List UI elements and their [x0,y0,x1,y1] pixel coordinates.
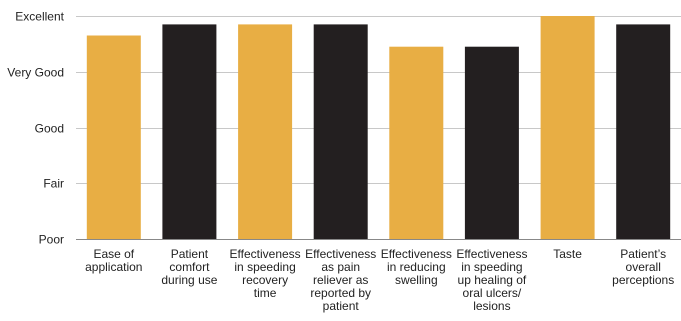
x-category-label-line: Patient [171,247,209,261]
x-category-label-line: Taste [553,247,582,261]
x-category-label-line: Effectiveness [381,247,452,261]
x-category-label-line: up healing of [458,273,527,287]
x-category-label-line: in reducing [387,260,446,274]
x-category-label-line: swelling [395,273,438,287]
x-category-label-line: Effectiveness [456,247,527,261]
y-tick-label: Good [35,122,64,136]
bar [616,24,671,240]
bar [464,46,519,240]
x-category-label: Effectiveness in speeding recovery time [230,247,301,300]
bars [86,16,671,240]
y-axis-tick-labels: Poor Fair Good Very Good Excellent [7,10,64,247]
x-category-label-line: comfort [169,260,210,274]
x-category-label-line: Effectiveness [230,247,301,261]
x-category-label: Effectiveness in reducing swelling [381,247,452,287]
x-category-label-line: Patient’s [620,247,666,261]
x-category-label-line: in speeding [234,260,295,274]
x-axis-category-labels: Ease of application Patient comfort during u… [85,247,674,313]
x-category-label-line: during use [161,273,217,287]
x-category-label-line: reported by [310,286,371,300]
x-category-label: Effectiveness in speeding up healing of ora… [456,247,527,313]
bar [389,46,444,240]
x-category-label-line: patient [323,299,360,313]
x-category-label-line: in speeding [461,260,522,274]
x-category-label-line: as pain [321,260,360,274]
y-tick-label: Poor [39,233,64,247]
x-category-label: Ease of application [85,247,142,274]
x-category-label: Patient’s overall perceptions [612,247,674,287]
bar [313,24,368,240]
x-category-label-line: application [85,260,142,274]
x-category-label: Effectiveness as pain reliever as reported … [305,247,376,313]
x-category-label-line: perceptions [612,273,674,287]
x-category-label-line: overall [626,260,661,274]
bar [540,16,595,239]
x-category-label-line: Effectiveness [305,247,376,261]
x-category-label-line: reliever as [313,273,368,287]
x-category-label: Patient comfort during use [161,247,217,287]
x-category-label-line: time [254,286,277,300]
bar [238,24,293,240]
x-category-label-line: recovery [242,273,288,287]
x-category-label-line: Ease of [93,247,134,261]
x-category-label-line: lesions [473,299,510,313]
bar [162,24,217,240]
y-tick-label: Very Good [7,66,64,80]
bar [86,35,141,239]
y-tick-label: Excellent [15,10,64,24]
x-category-label: Taste [553,247,582,261]
y-tick-label: Fair [43,177,64,191]
x-category-label-line: oral ulcers/ [463,286,522,300]
